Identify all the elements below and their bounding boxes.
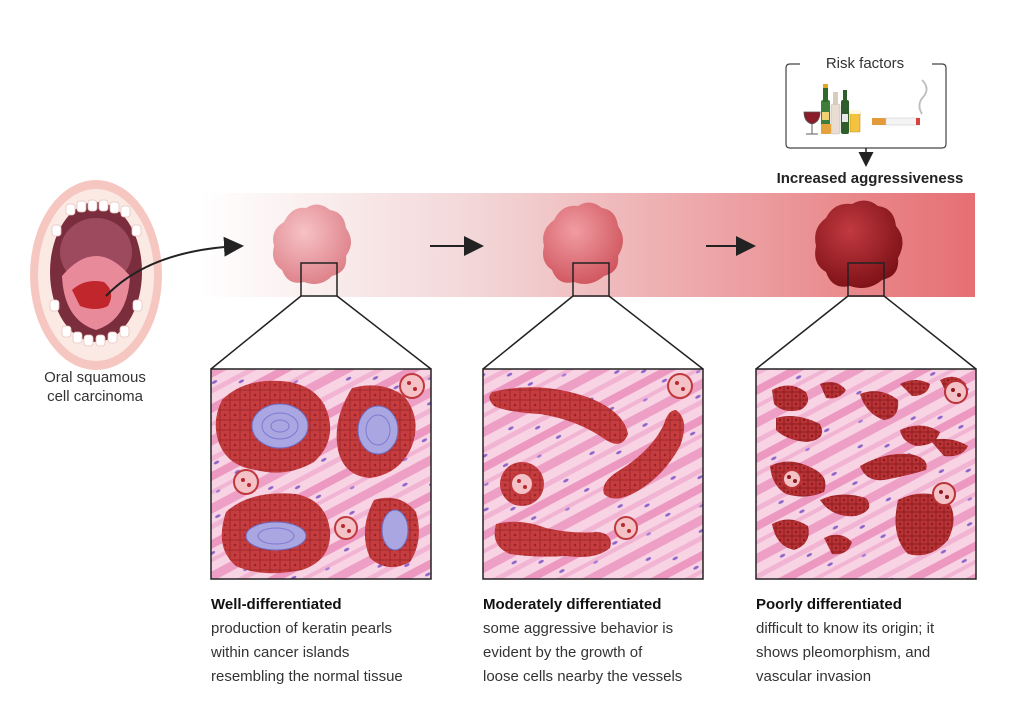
- stage-well-differentiated: Well-differentiated production of kerati…: [211, 595, 461, 689]
- tumor-stage-1: [273, 204, 351, 284]
- stage-title: Well-differentiated: [211, 596, 342, 613]
- zoom-region-3: [847, 262, 885, 297]
- stage-description: production of keratin pearls within canc…: [211, 617, 461, 689]
- oral-cancer-label-line-1: Oral squamous: [44, 369, 146, 386]
- zoom-region-1: [300, 262, 338, 297]
- histology-box-2-frame: [482, 368, 704, 580]
- zoom-region-2: [572, 262, 610, 297]
- risk-factors-title: Risk factors: [800, 55, 930, 72]
- stage-description-line: within cancer islands: [211, 644, 350, 661]
- risk-factors-frame: [785, 63, 947, 149]
- open-mouth-illustration: [30, 180, 162, 370]
- oral-cancer-label: Oral squamous cell carcinoma: [20, 368, 170, 406]
- histology-moderately-differentiated: [483, 369, 703, 579]
- stage-poorly-differentiated: Poorly differentiated difficult to know …: [756, 595, 1006, 689]
- stage-description: some aggressive behavior is evident by t…: [483, 617, 733, 689]
- aggressiveness-label: Increased aggressiveness: [776, 170, 964, 187]
- tumor-stage-3: [815, 200, 903, 288]
- histology-box-1-frame: [210, 368, 432, 580]
- stage-description-line: evident by the growth of: [483, 644, 643, 661]
- histology-poorly-differentiated: [756, 369, 976, 579]
- mouth-to-tumor-arrow: [105, 236, 244, 297]
- stage-description-line: loose cells nearby the vessels: [483, 668, 683, 685]
- stage-title: Poorly differentiated: [756, 596, 902, 613]
- stage-description-line: difficult to know its origin; it: [756, 620, 935, 637]
- zoom-lines: [210, 295, 977, 370]
- stage-moderately-differentiated: Moderately differentiated some aggressiv…: [483, 595, 733, 689]
- stage-description-line: production of keratin pearls: [211, 620, 392, 637]
- stage-title: Moderately differentiated: [483, 596, 662, 613]
- oral-cancer-label-line-2: cell carcinoma: [47, 388, 143, 405]
- stage-description: difficult to know its origin; it shows p…: [756, 617, 1006, 689]
- cigarette-icon: [872, 79, 928, 126]
- stage-description-line: vascular invasion: [756, 668, 872, 685]
- stage-description-line: resembling the normal tissue: [211, 668, 403, 685]
- stage-description-line: shows pleomorphism, and: [756, 644, 931, 661]
- histology-box-3-frame: [755, 368, 977, 580]
- stage-description-line: some aggressive behavior is: [483, 620, 674, 637]
- alcohol-bottles-icon: [803, 84, 861, 135]
- histology-well-differentiated: [211, 369, 431, 579]
